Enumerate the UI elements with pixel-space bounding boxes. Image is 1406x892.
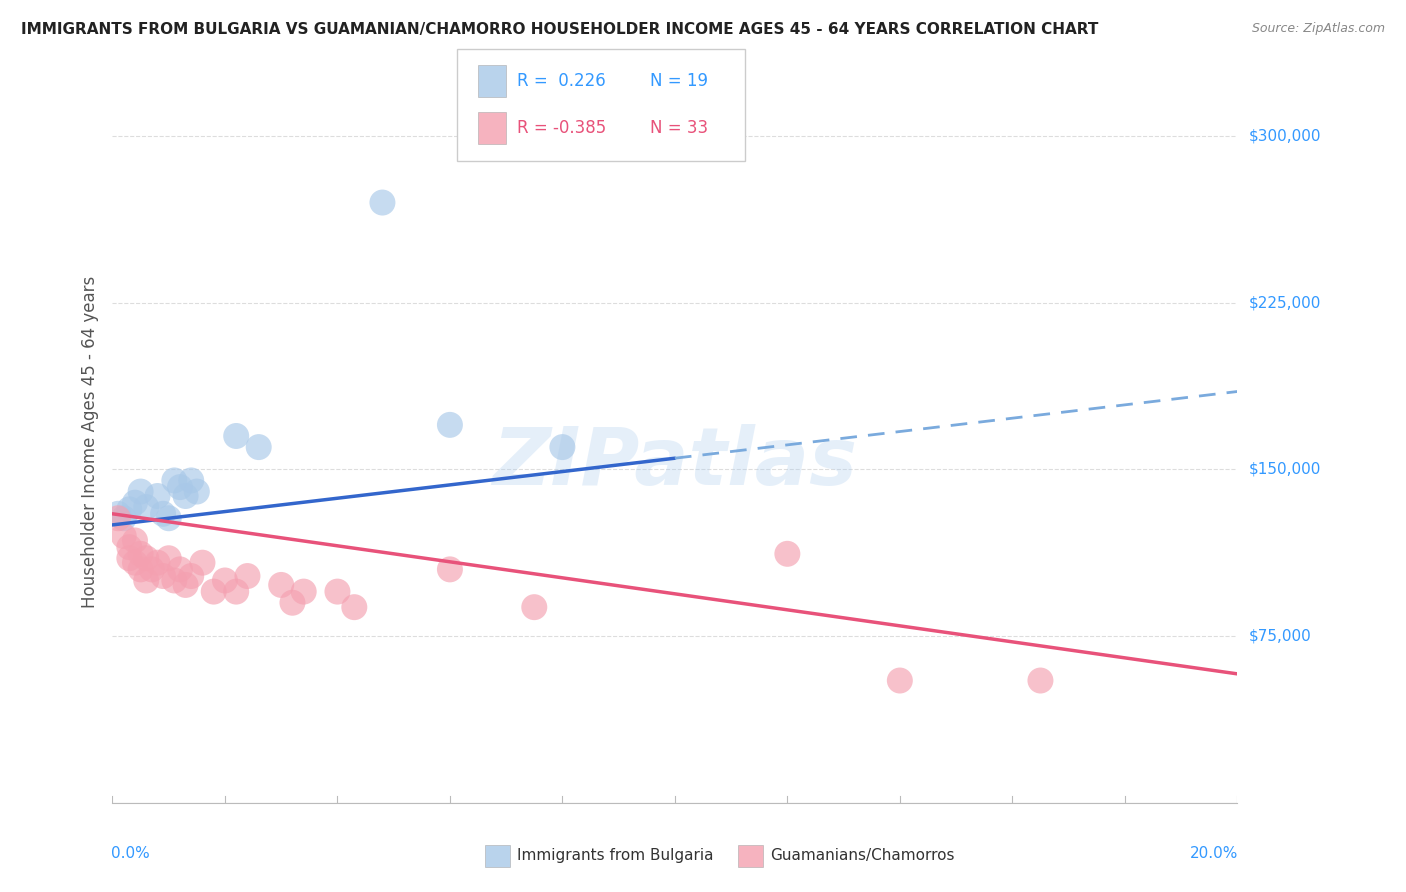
Text: Source: ZipAtlas.com: Source: ZipAtlas.com [1251, 22, 1385, 36]
Text: $150,000: $150,000 [1249, 462, 1320, 477]
Point [776, 547, 799, 561]
Point [551, 440, 574, 454]
Point [371, 195, 394, 210]
Text: N = 33: N = 33 [651, 120, 709, 137]
Point [889, 673, 911, 688]
Point [118, 502, 141, 516]
Point [124, 496, 146, 510]
Point [135, 551, 157, 566]
Text: R = -0.385: R = -0.385 [517, 120, 606, 137]
Point [247, 440, 270, 454]
Point [1029, 673, 1052, 688]
Point [129, 484, 152, 499]
Point [141, 562, 163, 576]
Text: $75,000: $75,000 [1249, 629, 1312, 643]
Point [124, 533, 146, 548]
Point [107, 507, 129, 521]
Point [118, 540, 141, 554]
Point [439, 417, 461, 432]
Text: $300,000: $300,000 [1249, 128, 1322, 144]
Point [523, 600, 546, 615]
Text: R =  0.226: R = 0.226 [517, 72, 606, 90]
Point [292, 584, 315, 599]
Point [326, 584, 349, 599]
Point [163, 474, 186, 488]
Text: ZIPatlas: ZIPatlas [492, 425, 858, 502]
Point [225, 584, 247, 599]
Text: Guamanians/Chamorros: Guamanians/Chamorros [770, 848, 955, 863]
Point [236, 569, 259, 583]
Text: IMMIGRANTS FROM BULGARIA VS GUAMANIAN/CHAMORRO HOUSEHOLDER INCOME AGES 45 - 64 Y: IMMIGRANTS FROM BULGARIA VS GUAMANIAN/CH… [21, 22, 1098, 37]
Point [163, 574, 186, 588]
Point [124, 556, 146, 570]
Text: $225,000: $225,000 [1249, 295, 1320, 310]
Point [129, 547, 152, 561]
Point [152, 507, 174, 521]
Point [180, 474, 202, 488]
Point [270, 578, 292, 592]
Point [214, 574, 236, 588]
Point [202, 584, 225, 599]
Point [146, 556, 169, 570]
Point [157, 511, 180, 525]
Point [157, 551, 180, 566]
Point [118, 551, 141, 566]
Text: Immigrants from Bulgaria: Immigrants from Bulgaria [517, 848, 714, 863]
Point [225, 429, 247, 443]
Point [107, 511, 129, 525]
Point [135, 574, 157, 588]
Point [191, 556, 214, 570]
Point [112, 529, 135, 543]
Point [152, 569, 174, 583]
Point [174, 489, 197, 503]
Point [169, 480, 191, 494]
Point [129, 562, 152, 576]
Point [281, 596, 304, 610]
Text: 0.0%: 0.0% [111, 847, 150, 861]
Point [174, 578, 197, 592]
Text: 20.0%: 20.0% [1189, 847, 1239, 861]
Point [439, 562, 461, 576]
Point [112, 511, 135, 525]
Text: N = 19: N = 19 [651, 72, 709, 90]
Point [186, 484, 208, 499]
Point [180, 569, 202, 583]
Point [146, 489, 169, 503]
Point [135, 500, 157, 515]
Point [169, 562, 191, 576]
Point [343, 600, 366, 615]
Y-axis label: Householder Income Ages 45 - 64 years: Householder Income Ages 45 - 64 years [80, 276, 98, 607]
